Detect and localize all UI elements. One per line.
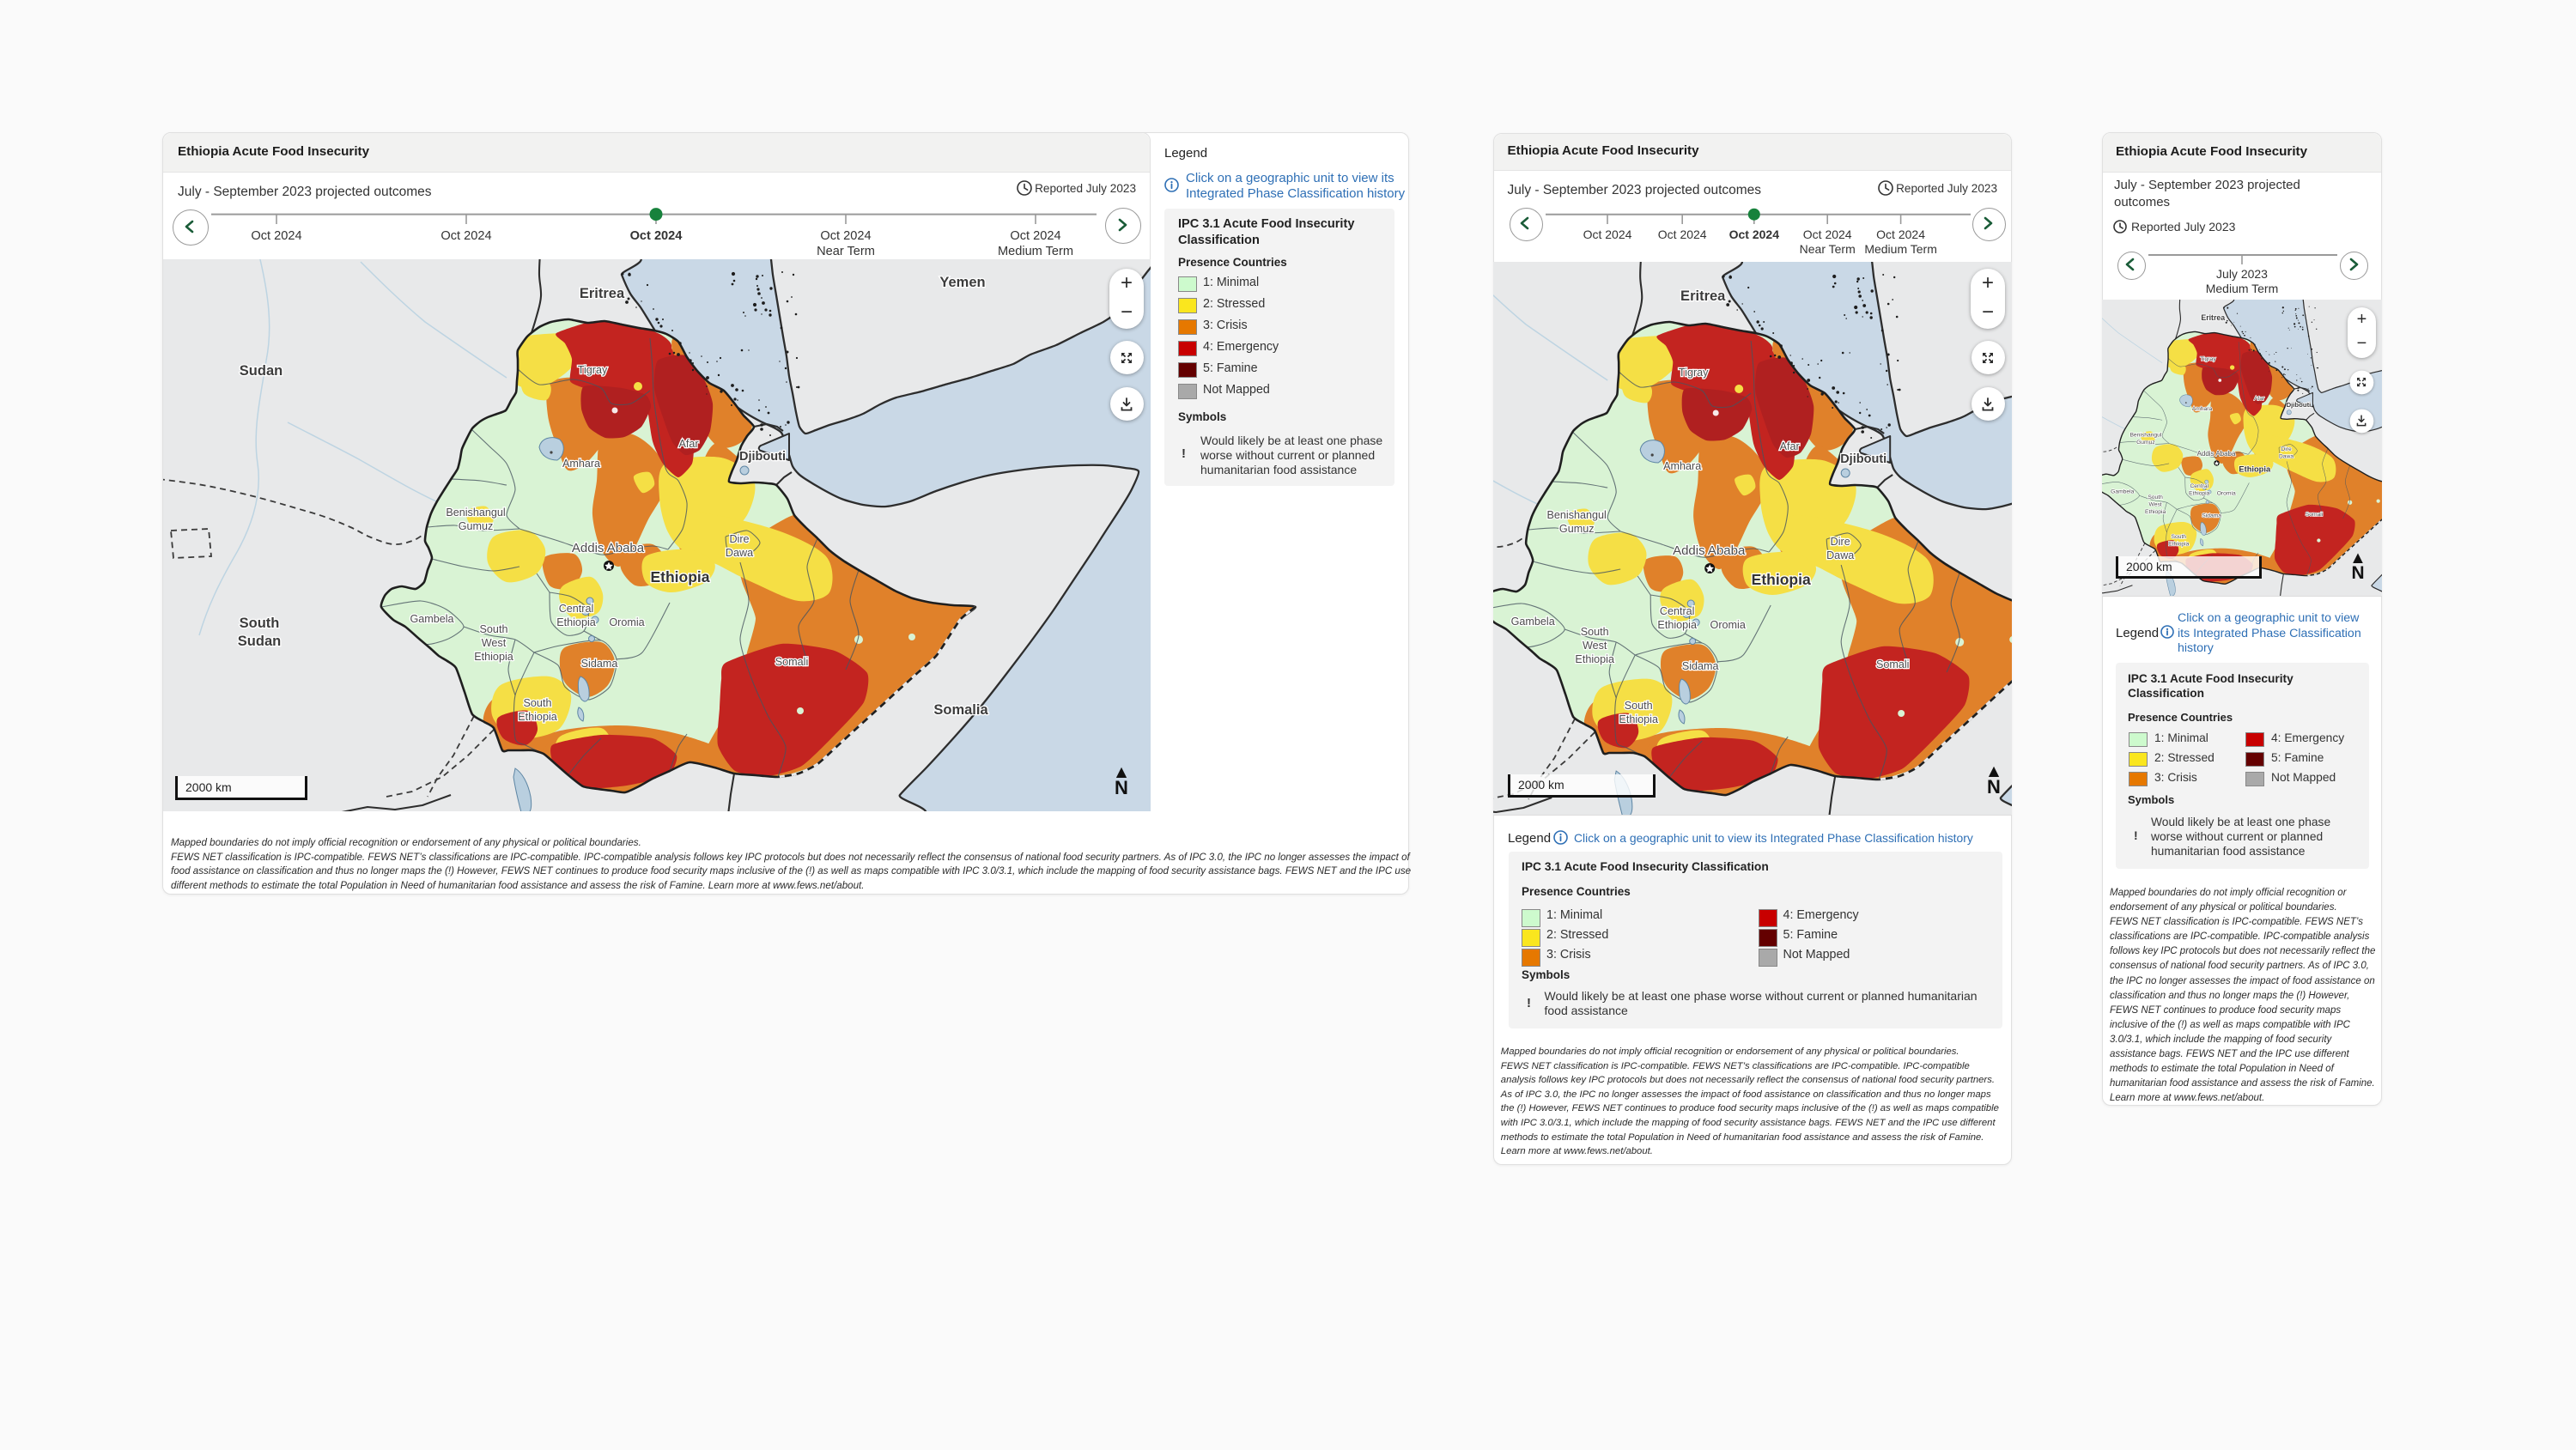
svg-text:Oct 2024: Oct 2024: [1583, 228, 1632, 241]
svg-text:Medium Term: Medium Term: [2206, 282, 2279, 294]
svg-text:Near Term: Near Term: [817, 245, 875, 258]
svg-text:Medium Term: Medium Term: [1864, 242, 1937, 256]
svg-text:Oct 2024: Oct 2024: [1010, 229, 1060, 243]
svg-text:Oct 2024: Oct 2024: [630, 229, 683, 243]
svg-text:July 2023: July 2023: [2216, 267, 2268, 281]
svg-text:Oct 2024: Oct 2024: [251, 229, 301, 243]
svg-text:Oct 2024: Oct 2024: [1876, 228, 1925, 241]
svg-text:Oct 2024: Oct 2024: [1803, 228, 1852, 241]
svg-text:Near Term: Near Term: [1800, 242, 1856, 256]
svg-text:Oct 2024: Oct 2024: [440, 229, 491, 243]
svg-text:Oct 2024: Oct 2024: [820, 229, 871, 243]
svg-text:Medium Term: Medium Term: [998, 245, 1073, 258]
svg-text:Oct 2024: Oct 2024: [1729, 228, 1780, 241]
svg-text:Oct 2024: Oct 2024: [1658, 228, 1707, 241]
